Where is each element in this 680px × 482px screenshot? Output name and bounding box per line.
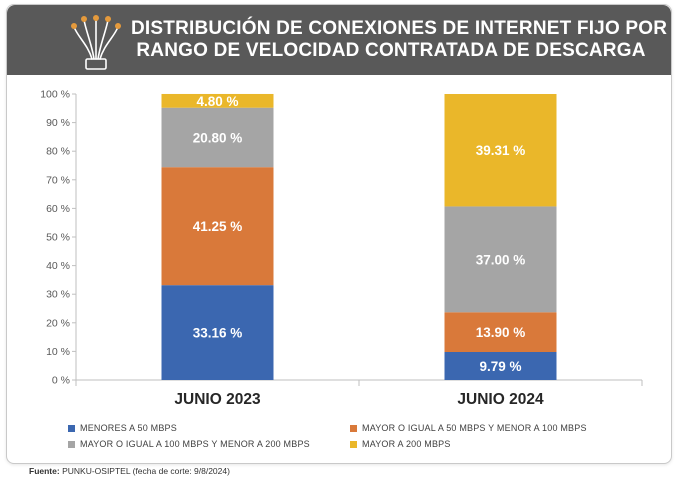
y-tick-label: 0 % [52,375,70,387]
y-tick-label: 30 % [46,289,70,301]
fiber-optic-icon [71,15,121,70]
y-tick-label: 40 % [46,260,70,272]
legend-swatch [68,440,75,448]
y-tick-label: 90 % [46,117,70,129]
data-label: 13.90 % [476,325,526,340]
legend-label: MENORES A 50 MBPS [80,423,177,433]
category-label: JUNIO 2024 [457,391,544,408]
source-note: Fuente: PUNKU-OSIPTEL (fecha de corte: 9… [29,466,230,476]
bar-segment [444,206,557,313]
legend-swatch [350,440,357,448]
bar-segment [161,285,274,380]
y-tick-label: 50 % [46,232,70,244]
chart-card: DISTRIBUCIÓN DE CONEXIONES DE INTERNET F… [6,4,672,464]
category-label: JUNIO 2023 [174,391,261,408]
y-tick-label: 70 % [46,174,70,186]
bar-segment [444,352,557,380]
source-label: Fuente: [29,466,60,476]
chart-title: DISTRIBUCIÓN DE CONEXIONES DE INTERNET F… [131,18,668,62]
data-label: 37.00 % [476,252,526,267]
bar-segment [161,167,274,286]
y-tick-label: 60 % [46,203,70,215]
data-label: 33.16 % [193,326,243,341]
legend-item: MENORES A 50 MBPS [68,423,177,433]
legend-item: MAYOR O IGUAL A 50 MBPS Y MENOR A 100 MB… [350,423,587,433]
bar-segment [161,107,274,168]
bar-segment [444,94,557,207]
legend-item: MAYOR A 200 MBPS [350,439,451,449]
chart-header: DISTRIBUCIÓN DE CONEXIONES DE INTERNET F… [7,5,671,75]
y-tick-label: 100 % [40,89,70,101]
data-label: 4.80 % [196,94,238,109]
y-tick-label: 20 % [46,317,70,329]
legend-label: MAYOR O IGUAL A 100 MBPS Y MENOR A 200 M… [80,439,310,449]
bar-segment [161,93,274,108]
legend-item: MAYOR O IGUAL A 100 MBPS Y MENOR A 200 M… [68,439,310,449]
source-text: PUNKU-OSIPTEL (fecha de corte: 9/8/2024) [62,466,230,476]
legend-label: MAYOR A 200 MBPS [362,439,451,449]
legend-swatch [350,424,357,432]
y-tick-label: 10 % [46,346,70,358]
chart-title-line-1: DISTRIBUCIÓN DE CONEXIONES DE INTERNET F… [131,18,668,39]
data-label: 39.31 % [476,143,526,158]
legend-swatch [68,424,75,432]
y-tick-label: 80 % [46,146,70,158]
legend-label: MAYOR O IGUAL A 50 MBPS Y MENOR A 100 MB… [362,423,587,433]
chart-title-line-2: RANGO DE VELOCIDAD CONTRATADA DE DESCARG… [136,40,646,61]
data-label: 41.25 % [193,219,243,234]
data-label: 20.80 % [193,130,243,145]
bar-segment [444,312,557,353]
data-label: 9.79 % [479,359,521,374]
